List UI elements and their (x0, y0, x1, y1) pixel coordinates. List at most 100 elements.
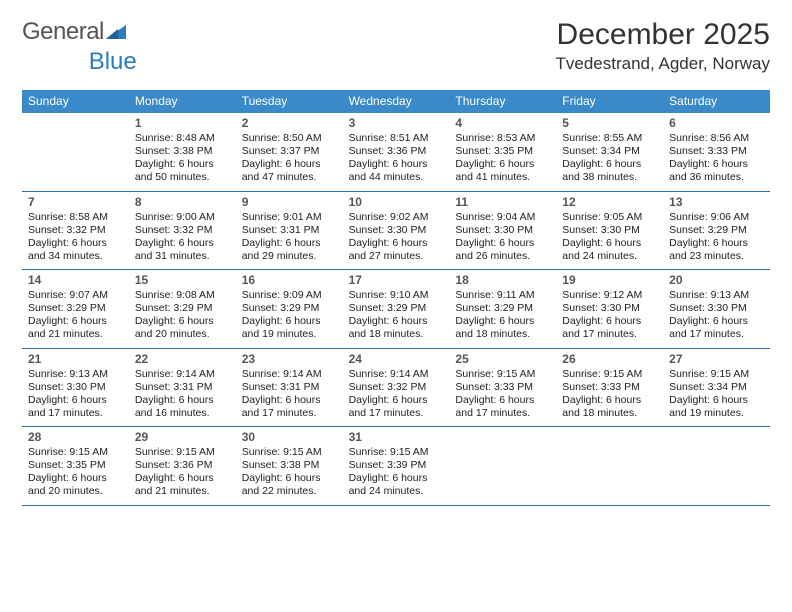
dow-friday: Friday (556, 90, 663, 113)
sunrise-text: Sunrise: 9:14 AM (135, 368, 232, 381)
day-number: 1 (135, 116, 232, 131)
day-cell: 7Sunrise: 8:58 AMSunset: 3:32 PMDaylight… (22, 192, 129, 270)
sunrise-text: Sunrise: 9:13 AM (669, 289, 766, 302)
day-number: 4 (455, 116, 552, 131)
daylight-text: Daylight: 6 hours (455, 315, 552, 328)
daylight-text: Daylight: 6 hours (135, 394, 232, 407)
daylight-text: Daylight: 6 hours (669, 394, 766, 407)
daylight-text: and 31 minutes. (135, 250, 232, 263)
daylight-text: and 36 minutes. (669, 171, 766, 184)
daylight-text: Daylight: 6 hours (669, 315, 766, 328)
day-cell: 28Sunrise: 9:15 AMSunset: 3:35 PMDayligh… (22, 427, 129, 505)
day-of-week-header: Sunday Monday Tuesday Wednesday Thursday… (22, 90, 770, 113)
daylight-text: Daylight: 6 hours (562, 158, 659, 171)
day-cell: 29Sunrise: 9:15 AMSunset: 3:36 PMDayligh… (129, 427, 236, 505)
daylight-text: and 38 minutes. (562, 171, 659, 184)
sunrise-text: Sunrise: 8:50 AM (242, 132, 339, 145)
location: Tvedestrand, Agder, Norway (555, 54, 770, 74)
daylight-text: Daylight: 6 hours (349, 472, 446, 485)
daylight-text: Daylight: 6 hours (28, 237, 125, 250)
daylight-text: and 29 minutes. (242, 250, 339, 263)
day-number: 11 (455, 195, 552, 210)
sunrise-text: Sunrise: 9:00 AM (135, 211, 232, 224)
day-number: 9 (242, 195, 339, 210)
day-cell: 5Sunrise: 8:55 AMSunset: 3:34 PMDaylight… (556, 113, 663, 191)
daylight-text: and 50 minutes. (135, 171, 232, 184)
sunrise-text: Sunrise: 9:13 AM (28, 368, 125, 381)
daylight-text: and 17 minutes. (562, 328, 659, 341)
sunrise-text: Sunrise: 8:48 AM (135, 132, 232, 145)
day-cell: 9Sunrise: 9:01 AMSunset: 3:31 PMDaylight… (236, 192, 343, 270)
sunrise-text: Sunrise: 9:15 AM (562, 368, 659, 381)
daylight-text: and 22 minutes. (242, 485, 339, 498)
sunrise-text: Sunrise: 9:01 AM (242, 211, 339, 224)
day-number: 2 (242, 116, 339, 131)
sunset-text: Sunset: 3:29 PM (242, 302, 339, 315)
sunrise-text: Sunrise: 9:05 AM (562, 211, 659, 224)
calendar-page: General December 2025 Tvedestrand, Agder… (0, 0, 792, 516)
day-cell: 31Sunrise: 9:15 AMSunset: 3:39 PMDayligh… (343, 427, 450, 505)
sunrise-text: Sunrise: 9:07 AM (28, 289, 125, 302)
sunrise-text: Sunrise: 9:12 AM (562, 289, 659, 302)
logo-triangle-icon (106, 18, 126, 46)
sunset-text: Sunset: 3:34 PM (562, 145, 659, 158)
day-number: 13 (669, 195, 766, 210)
day-number: 18 (455, 273, 552, 288)
sunset-text: Sunset: 3:32 PM (349, 381, 446, 394)
day-cell: 30Sunrise: 9:15 AMSunset: 3:38 PMDayligh… (236, 427, 343, 505)
daylight-text: Daylight: 6 hours (135, 158, 232, 171)
sunset-text: Sunset: 3:36 PM (135, 459, 232, 472)
day-cell: 15Sunrise: 9:08 AMSunset: 3:29 PMDayligh… (129, 270, 236, 348)
day-number: 19 (562, 273, 659, 288)
day-cell: 27Sunrise: 9:15 AMSunset: 3:34 PMDayligh… (663, 349, 770, 427)
daylight-text: Daylight: 6 hours (562, 394, 659, 407)
day-number: 30 (242, 430, 339, 445)
day-number: 12 (562, 195, 659, 210)
dow-tuesday: Tuesday (236, 90, 343, 113)
day-cell (663, 427, 770, 505)
day-cell: 23Sunrise: 9:14 AMSunset: 3:31 PMDayligh… (236, 349, 343, 427)
week-row: 21Sunrise: 9:13 AMSunset: 3:30 PMDayligh… (22, 349, 770, 428)
day-cell: 18Sunrise: 9:11 AMSunset: 3:29 PMDayligh… (449, 270, 556, 348)
sunrise-text: Sunrise: 8:53 AM (455, 132, 552, 145)
daylight-text: Daylight: 6 hours (349, 237, 446, 250)
daylight-text: Daylight: 6 hours (455, 158, 552, 171)
daylight-text: Daylight: 6 hours (669, 158, 766, 171)
sunset-text: Sunset: 3:35 PM (455, 145, 552, 158)
day-number: 10 (349, 195, 446, 210)
day-cell: 2Sunrise: 8:50 AMSunset: 3:37 PMDaylight… (236, 113, 343, 191)
weeks-container: 1Sunrise: 8:48 AMSunset: 3:38 PMDaylight… (22, 113, 770, 506)
day-number: 7 (28, 195, 125, 210)
day-cell: 1Sunrise: 8:48 AMSunset: 3:38 PMDaylight… (129, 113, 236, 191)
day-cell: 6Sunrise: 8:56 AMSunset: 3:33 PMDaylight… (663, 113, 770, 191)
daylight-text: and 19 minutes. (669, 407, 766, 420)
sunset-text: Sunset: 3:35 PM (28, 459, 125, 472)
daylight-text: Daylight: 6 hours (135, 315, 232, 328)
daylight-text: and 17 minutes. (242, 407, 339, 420)
daylight-text: and 19 minutes. (242, 328, 339, 341)
sunrise-text: Sunrise: 9:09 AM (242, 289, 339, 302)
daylight-text: and 17 minutes. (455, 407, 552, 420)
day-number: 17 (349, 273, 446, 288)
sunrise-text: Sunrise: 9:08 AM (135, 289, 232, 302)
logo-text-1: General (22, 18, 104, 46)
sunset-text: Sunset: 3:33 PM (669, 145, 766, 158)
week-row: 14Sunrise: 9:07 AMSunset: 3:29 PMDayligh… (22, 270, 770, 349)
day-cell: 12Sunrise: 9:05 AMSunset: 3:30 PMDayligh… (556, 192, 663, 270)
day-cell: 26Sunrise: 9:15 AMSunset: 3:33 PMDayligh… (556, 349, 663, 427)
daylight-text: Daylight: 6 hours (28, 472, 125, 485)
day-cell: 13Sunrise: 9:06 AMSunset: 3:29 PMDayligh… (663, 192, 770, 270)
day-number: 23 (242, 352, 339, 367)
daylight-text: Daylight: 6 hours (28, 394, 125, 407)
daylight-text: and 17 minutes. (28, 407, 125, 420)
daylight-text: Daylight: 6 hours (455, 237, 552, 250)
daylight-text: Daylight: 6 hours (242, 394, 339, 407)
day-cell (449, 427, 556, 505)
sunset-text: Sunset: 3:34 PM (669, 381, 766, 394)
sunrise-text: Sunrise: 9:15 AM (242, 446, 339, 459)
sunset-text: Sunset: 3:31 PM (135, 381, 232, 394)
daylight-text: Daylight: 6 hours (242, 237, 339, 250)
sunrise-text: Sunrise: 9:06 AM (669, 211, 766, 224)
daylight-text: and 21 minutes. (135, 485, 232, 498)
sunset-text: Sunset: 3:31 PM (242, 381, 339, 394)
